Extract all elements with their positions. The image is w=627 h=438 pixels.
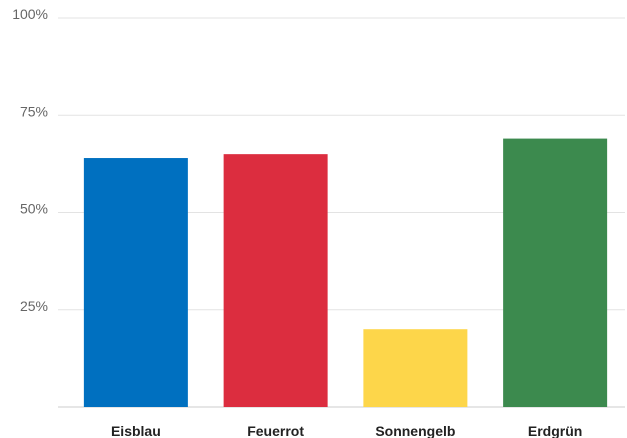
y-tick-label: 25%	[20, 298, 48, 314]
bar-eisblau	[83, 158, 188, 407]
bar-erdgrün	[503, 138, 608, 407]
y-tick-label: 75%	[20, 103, 48, 119]
bar-feuerrot	[223, 154, 328, 407]
label-layer: 25% 50% 75% 100% Eisblau Feuerrot Sonnengelb Er…	[12, 6, 582, 438]
x-category-label: Feuerrot	[247, 423, 304, 438]
bar-layer	[83, 138, 608, 407]
y-tick-label: 100%	[12, 6, 48, 22]
bar-sonnengelb	[363, 329, 468, 407]
x-category-label: Sonnengelb	[375, 423, 455, 438]
x-category-label: Erdgrün	[528, 423, 582, 438]
y-tick-label: 50%	[20, 201, 48, 217]
x-category-label: Eisblau	[111, 423, 161, 438]
